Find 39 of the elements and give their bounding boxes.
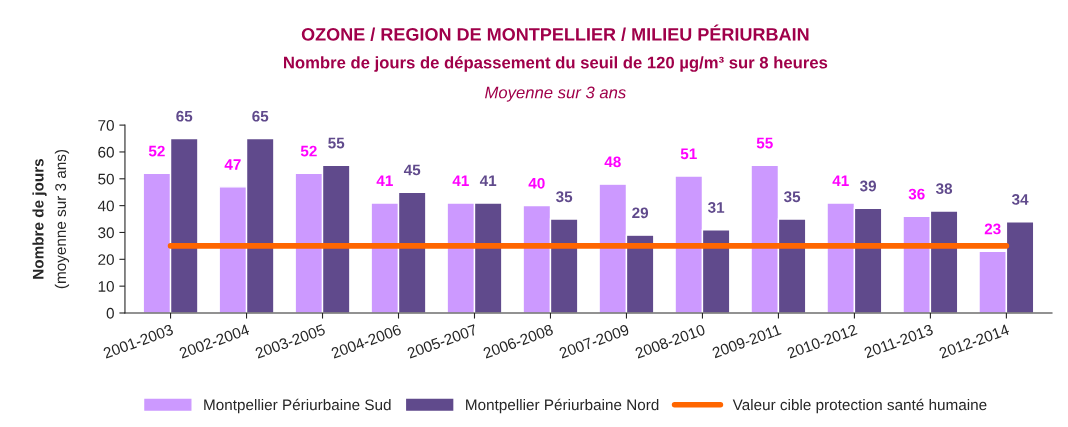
data-label: 65 — [176, 110, 193, 122]
data-label: 34 — [1011, 194, 1029, 205]
y-tick-label: 40 — [97, 200, 114, 212]
data-label: 35 — [783, 191, 801, 203]
data-label: 35 — [556, 191, 573, 203]
data-label: 48 — [604, 156, 621, 168]
legend-label: Montpellier Périurbaine Nord — [466, 398, 659, 414]
data-label: 39 — [859, 180, 877, 192]
chart-title: OZONE / REGION DE MONTPELLIER / MILIEU PÉRIURBAIN — [301, 24, 809, 41]
data-label: 41 — [376, 175, 393, 186]
y-tick-label: 50 — [98, 173, 114, 185]
y-tick-label: 70 — [98, 119, 114, 131]
data-label: 55 — [756, 137, 773, 149]
data-label: 51 — [680, 148, 697, 160]
data-label: 36 — [908, 188, 925, 200]
data-label: 41 — [832, 175, 849, 186]
y-tick-label: 60 — [98, 146, 114, 158]
data-label: 31 — [707, 202, 725, 213]
data-label: 47 — [224, 159, 241, 170]
y-tick-label: 30 — [98, 227, 114, 239]
chart-subtitle: Nombre de jours de dépassement du seuil de 120 µg/m³ sur 8 heures — [284, 56, 828, 72]
data-label: 23 — [984, 223, 1001, 235]
data-label: 38 — [935, 183, 953, 195]
y-tick-label: 0 — [106, 307, 114, 319]
data-label: 55 — [328, 137, 345, 149]
legend-label: Montpellier Périurbaine Sud — [204, 398, 391, 414]
data-label: 52 — [148, 145, 165, 157]
legend-label: Valeur cible protection santé humaine — [732, 398, 987, 414]
data-label: 29 — [632, 207, 649, 219]
data-label: 65 — [252, 110, 269, 122]
y-tick-label: 20 — [98, 254, 114, 265]
data-label: 52 — [300, 145, 317, 157]
y-axis-title: Nombre de jours (moyenne sur 3 ans) — [32, 149, 70, 289]
data-label: 41 — [452, 175, 469, 186]
y-tick-label: 10 — [98, 281, 114, 292]
text: Moyenne sur 3 ans — [485, 86, 626, 102]
data-label: 41 — [479, 175, 497, 186]
data-label: 45 — [403, 164, 421, 176]
data-label: 40 — [528, 177, 545, 189]
